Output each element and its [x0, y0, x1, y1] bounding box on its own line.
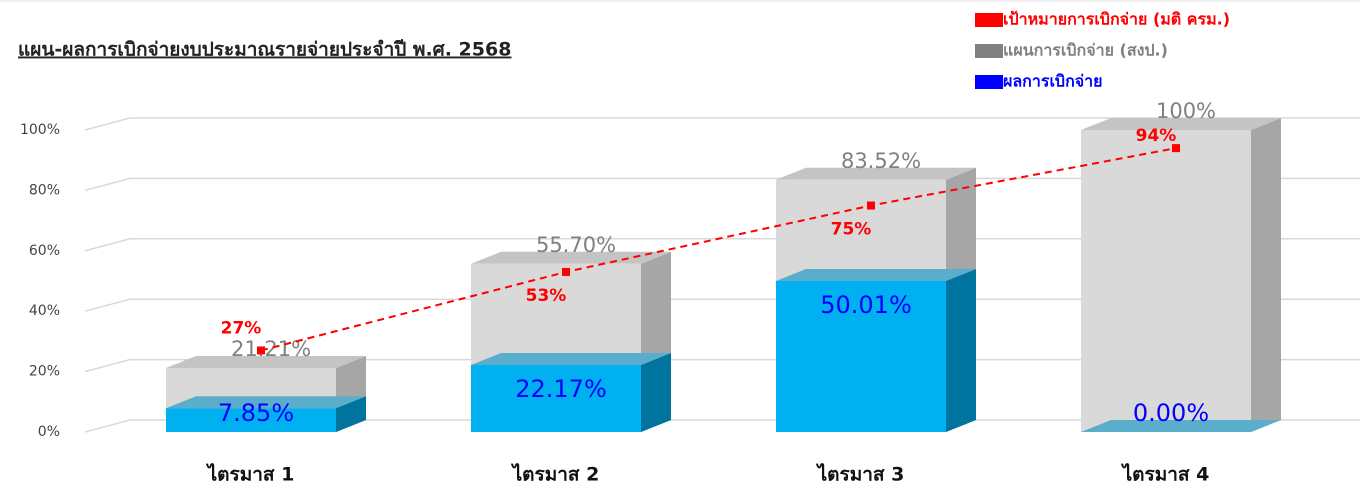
target-label: 75% — [831, 220, 872, 240]
actual-label: 7.85% — [218, 399, 294, 427]
actual-bar-face — [946, 268, 976, 432]
legend-label: แผนการเบิกจ่าย (สงป.) — [1003, 41, 1168, 60]
y-tick-label: 0% — [38, 424, 60, 440]
target-marker — [867, 201, 875, 210]
actual-bar-face — [776, 268, 976, 281]
legend-swatch — [975, 44, 1003, 58]
actual-bar-face — [336, 396, 366, 432]
actual-bar-face — [641, 353, 671, 432]
x-tick-label: ไตรมาส 1 — [206, 463, 295, 486]
legend-swatch — [975, 75, 1003, 89]
plan-bar-face — [1081, 130, 1251, 432]
target-marker — [1172, 144, 1180, 153]
chart-title: แผน-ผลการเบิกจ่ายงบประมาณรายจ่ายประจำปี … — [18, 39, 511, 61]
grid-line — [84, 117, 1360, 131]
legend-swatch — [975, 13, 1003, 27]
actual-label: 0.00% — [1133, 399, 1209, 427]
plan-bar-face — [471, 251, 671, 264]
actual-bar — [166, 396, 366, 432]
target-marker — [257, 346, 265, 355]
actual-bar-face — [776, 280, 946, 432]
y-tick-label: 100% — [20, 122, 60, 138]
x-tick-label: ไตรมาส 4 — [1121, 463, 1210, 486]
actual-label: 50.01% — [820, 291, 912, 319]
actual-bar-face — [166, 408, 336, 432]
y-tick-label: 40% — [29, 303, 60, 319]
target-label: 27% — [221, 318, 262, 338]
y-tick-label: 80% — [29, 182, 60, 198]
y-tick-label: 20% — [29, 364, 60, 380]
x-tick-label: ไตรมาส 3 — [816, 463, 905, 486]
plan-bar-face — [1251, 118, 1281, 432]
target-label: 53% — [526, 286, 567, 306]
plan-bar — [1081, 118, 1281, 432]
actual-bar-face — [471, 365, 641, 432]
target-line — [260, 147, 1177, 352]
target-marker — [562, 267, 570, 276]
plan-bar-face — [166, 355, 366, 368]
plan-bar-face — [776, 167, 976, 180]
actual-bar-face — [166, 396, 366, 409]
plan-label: 100% — [1156, 99, 1216, 123]
x-tick-label: ไตรมาส 2 — [511, 463, 600, 486]
plan-bar-face — [1081, 118, 1281, 130]
target-label: 94% — [1136, 126, 1177, 146]
actual-bar-face — [1081, 420, 1281, 432]
actual-bar — [776, 268, 976, 432]
legend-label: ผลการเบิกจ่าย — [1003, 72, 1103, 91]
actual-bar — [471, 353, 671, 432]
plan-label: 55.70% — [536, 233, 616, 257]
actual-label: 22.17% — [515, 375, 607, 403]
plan-label: 83.52% — [841, 149, 921, 173]
actual-bar-face — [471, 353, 671, 366]
y-tick-label: 60% — [29, 243, 60, 259]
legend-label: เป้าหมายการเบิกจ่าย (มติ ครม.) — [1003, 10, 1230, 29]
actual-bar — [1081, 420, 1281, 432]
